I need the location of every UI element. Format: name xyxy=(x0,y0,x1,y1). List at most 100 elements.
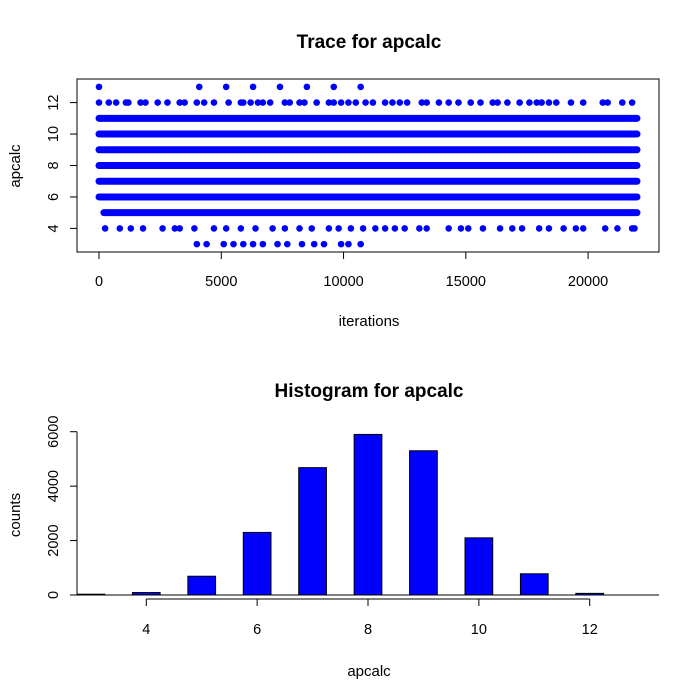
histogram-bar xyxy=(353,433,383,596)
trace-plot: Trace for apcalc 0 5000 10000 15000 20000 4 6… xyxy=(7,32,660,330)
trace-point xyxy=(203,240,210,248)
trace-point xyxy=(101,225,109,232)
trace-point xyxy=(310,240,318,248)
trace-point xyxy=(467,99,475,106)
trace-point xyxy=(381,99,389,106)
trace-point xyxy=(518,225,526,232)
trace-point xyxy=(125,99,132,106)
trace-point xyxy=(396,99,404,106)
trace-point xyxy=(254,99,262,106)
histogram-x-tick-label: 10 xyxy=(471,622,487,638)
trace-point xyxy=(247,99,254,106)
trace-point xyxy=(195,83,203,91)
trace-point xyxy=(599,99,607,106)
trace-x-tick-label: 10000 xyxy=(323,274,363,290)
trace-point xyxy=(335,225,342,232)
trace-point xyxy=(504,99,511,106)
trace-point xyxy=(154,99,161,106)
trace-point xyxy=(284,240,291,248)
trace-point xyxy=(325,225,333,232)
trace-point xyxy=(239,99,247,106)
trace-point xyxy=(127,225,135,232)
trace-point xyxy=(200,99,208,106)
trace-point xyxy=(347,225,355,232)
trace-point xyxy=(455,99,462,106)
trace-point xyxy=(249,240,257,248)
trace-point xyxy=(601,225,609,232)
trace-point xyxy=(95,83,103,91)
trace-point xyxy=(494,99,501,106)
histogram-y-label: counts xyxy=(7,493,24,537)
histogram-y-tick-label: 4000 xyxy=(46,470,62,502)
trace-point xyxy=(423,99,430,106)
trace-y-axis: 4 6 8 10 12 xyxy=(46,95,78,232)
trace-y-tick-label: 10 xyxy=(46,126,62,142)
histogram-bar xyxy=(519,573,549,596)
trace-point xyxy=(266,99,274,106)
histogram-y-axis: 0 2000 4000 6000 xyxy=(46,416,78,599)
trace-point xyxy=(313,99,320,106)
trace-point xyxy=(191,225,198,232)
trace-x-axis: 0 5000 10000 15000 20000 xyxy=(95,251,608,290)
trace-point xyxy=(614,225,621,232)
trace-point xyxy=(220,240,228,248)
trace-point xyxy=(230,240,237,248)
trace-point xyxy=(181,99,188,106)
trace-point xyxy=(320,240,328,248)
trace-y-tick-label: 4 xyxy=(46,224,62,232)
trace-point xyxy=(330,83,338,91)
trace-point xyxy=(249,83,257,91)
trace-point xyxy=(286,99,294,106)
trace-x-tick-label: 20000 xyxy=(568,274,608,290)
trace-point xyxy=(545,225,553,232)
histogram-plot: Histogram for apcalc 4 6 8 10 12 0 2000 4000 60… xyxy=(7,381,659,680)
histogram-bar xyxy=(76,593,106,596)
trace-point xyxy=(416,225,423,232)
trace-point xyxy=(389,99,396,106)
trace-point xyxy=(259,99,267,106)
trace-point xyxy=(359,225,367,232)
trace-point xyxy=(464,225,472,232)
trace-point xyxy=(164,99,171,106)
trace-point xyxy=(159,225,166,232)
trace-point xyxy=(418,99,426,106)
trace-point xyxy=(381,225,389,232)
trace-point xyxy=(274,240,281,248)
trace-y-tick-label: 12 xyxy=(46,95,62,111)
trace-x-tick-label: 5000 xyxy=(205,274,237,290)
trace-point xyxy=(116,225,124,232)
trace-point xyxy=(239,240,247,248)
histogram-x-label: apcalc xyxy=(347,663,391,680)
trace-point xyxy=(552,99,560,106)
trace-point xyxy=(176,225,184,232)
histogram-y-tick-label: 0 xyxy=(46,591,62,599)
trace-point xyxy=(538,99,545,106)
histogram-y-tick-label: 2000 xyxy=(46,524,62,556)
trace-point xyxy=(604,99,611,106)
trace-point xyxy=(337,240,345,248)
trace-point xyxy=(572,225,580,232)
histogram-bar xyxy=(409,450,438,596)
trace-point xyxy=(345,240,352,248)
trace-point xyxy=(142,99,149,106)
trace-point xyxy=(435,99,443,106)
histogram-y-tick-label: 6000 xyxy=(46,416,62,448)
trace-point xyxy=(579,99,587,106)
trace-point xyxy=(457,225,465,232)
trace-point xyxy=(176,99,184,106)
trace-point xyxy=(112,99,120,106)
histogram-x-axis: 4 6 8 10 12 xyxy=(142,598,598,638)
trace-point xyxy=(357,83,364,91)
trace-point xyxy=(225,99,232,106)
trace-point xyxy=(210,99,218,106)
trace-point xyxy=(325,99,333,106)
trace-point xyxy=(362,99,369,106)
trace-y-label: apcalc xyxy=(7,144,24,188)
histogram-x-tick-label: 6 xyxy=(253,622,261,638)
histogram-title: Histogram for apcalc xyxy=(275,381,464,402)
trace-point xyxy=(330,99,338,106)
trace-point xyxy=(479,225,487,232)
trace-point xyxy=(477,99,484,106)
trace-point xyxy=(259,240,267,248)
trace-y-tick-label: 6 xyxy=(46,193,62,201)
